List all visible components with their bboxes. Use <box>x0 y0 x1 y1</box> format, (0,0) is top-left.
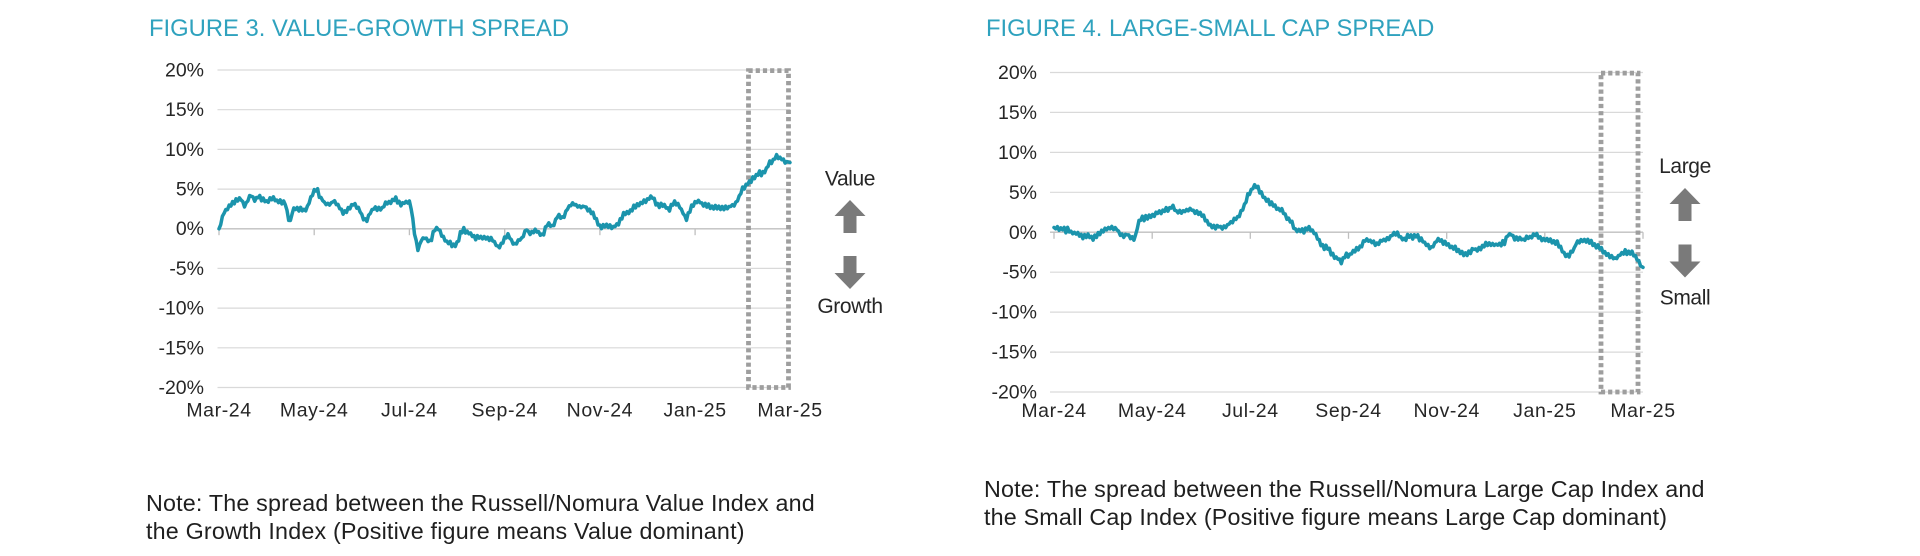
svg-text:-15%: -15% <box>991 342 1037 364</box>
svg-text:Small: Small <box>1660 287 1711 310</box>
svg-text:Mar-24: Mar-24 <box>186 400 251 422</box>
svg-text:5%: 5% <box>1009 182 1037 204</box>
svg-text:Mar-25: Mar-25 <box>1610 400 1675 422</box>
svg-text:Mar-24: Mar-24 <box>1021 400 1086 422</box>
svg-text:-20%: -20% <box>158 377 204 399</box>
svg-text:May-24: May-24 <box>1118 400 1187 422</box>
svg-text:15%: 15% <box>998 102 1037 124</box>
svg-text:5%: 5% <box>176 179 204 201</box>
svg-text:Nov-24: Nov-24 <box>1413 400 1479 422</box>
svg-text:Jan-25: Jan-25 <box>1513 400 1576 422</box>
svg-text:10%: 10% <box>998 142 1037 164</box>
svg-text:0%: 0% <box>176 218 204 240</box>
svg-text:May-24: May-24 <box>280 400 349 422</box>
svg-text:-10%: -10% <box>991 302 1037 324</box>
svg-text:-10%: -10% <box>158 298 204 320</box>
svg-text:Sep-24: Sep-24 <box>1315 400 1381 422</box>
svg-text:Jul-24: Jul-24 <box>381 400 438 422</box>
svg-text:Jan-25: Jan-25 <box>663 400 726 422</box>
svg-text:-5%: -5% <box>1002 262 1037 284</box>
svg-text:-15%: -15% <box>158 337 204 359</box>
svg-text:Jul-24: Jul-24 <box>1222 400 1279 422</box>
svg-text:Value: Value <box>825 168 875 191</box>
svg-text:Mar-25: Mar-25 <box>757 400 822 422</box>
svg-text:20%: 20% <box>998 62 1037 84</box>
svg-text:Large: Large <box>1659 155 1711 178</box>
svg-text:20%: 20% <box>165 60 204 82</box>
svg-text:Growth: Growth <box>817 295 882 318</box>
svg-text:0%: 0% <box>1009 222 1037 244</box>
svg-text:10%: 10% <box>165 139 204 161</box>
svg-text:Sep-24: Sep-24 <box>471 400 537 422</box>
svg-text:15%: 15% <box>165 99 204 121</box>
svg-text:Nov-24: Nov-24 <box>567 400 633 422</box>
svg-text:-5%: -5% <box>169 258 204 280</box>
svg-text:-20%: -20% <box>991 382 1037 404</box>
